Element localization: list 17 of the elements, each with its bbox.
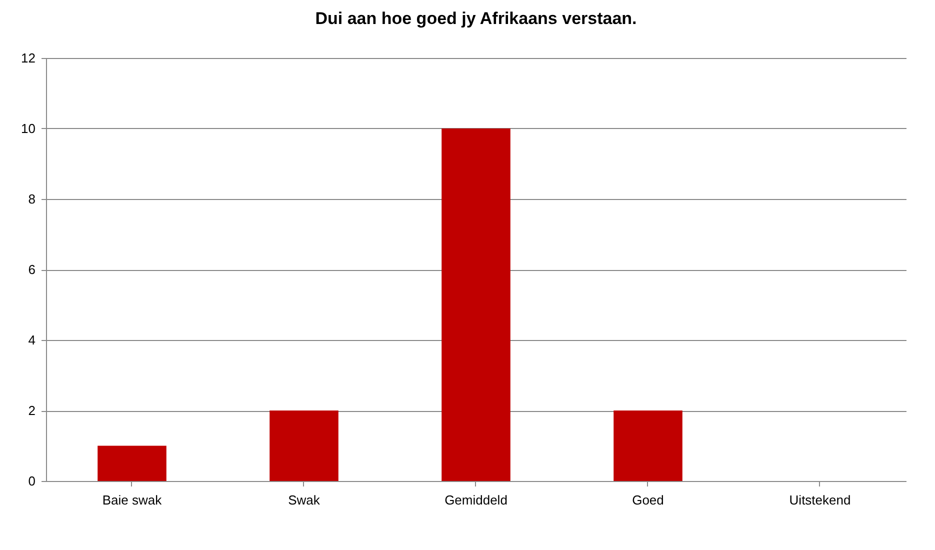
y-tick-label: 12 (21, 50, 36, 66)
x-tick-label: Baie swak (102, 492, 162, 508)
x-tick-label: Swak (288, 492, 320, 508)
bar (442, 128, 510, 481)
bar (614, 410, 682, 481)
chart-title: Dui aan hoe goed jy Afrikaans verstaan. (315, 9, 637, 28)
x-tick-label: Goed (632, 492, 664, 508)
y-tick-label: 8 (28, 192, 36, 206)
x-tick-label: Uitstekend (789, 492, 851, 508)
y-tick-label: 6 (28, 262, 36, 277)
y-tick-label: 10 (21, 121, 36, 136)
y-tick-label: 0 (28, 474, 36, 488)
x-tick-label: Gemiddeld (444, 492, 508, 508)
bar (98, 446, 166, 481)
y-tick-label: 2 (28, 403, 36, 418)
bar (270, 410, 338, 481)
y-tick-label: 4 (28, 332, 36, 348)
